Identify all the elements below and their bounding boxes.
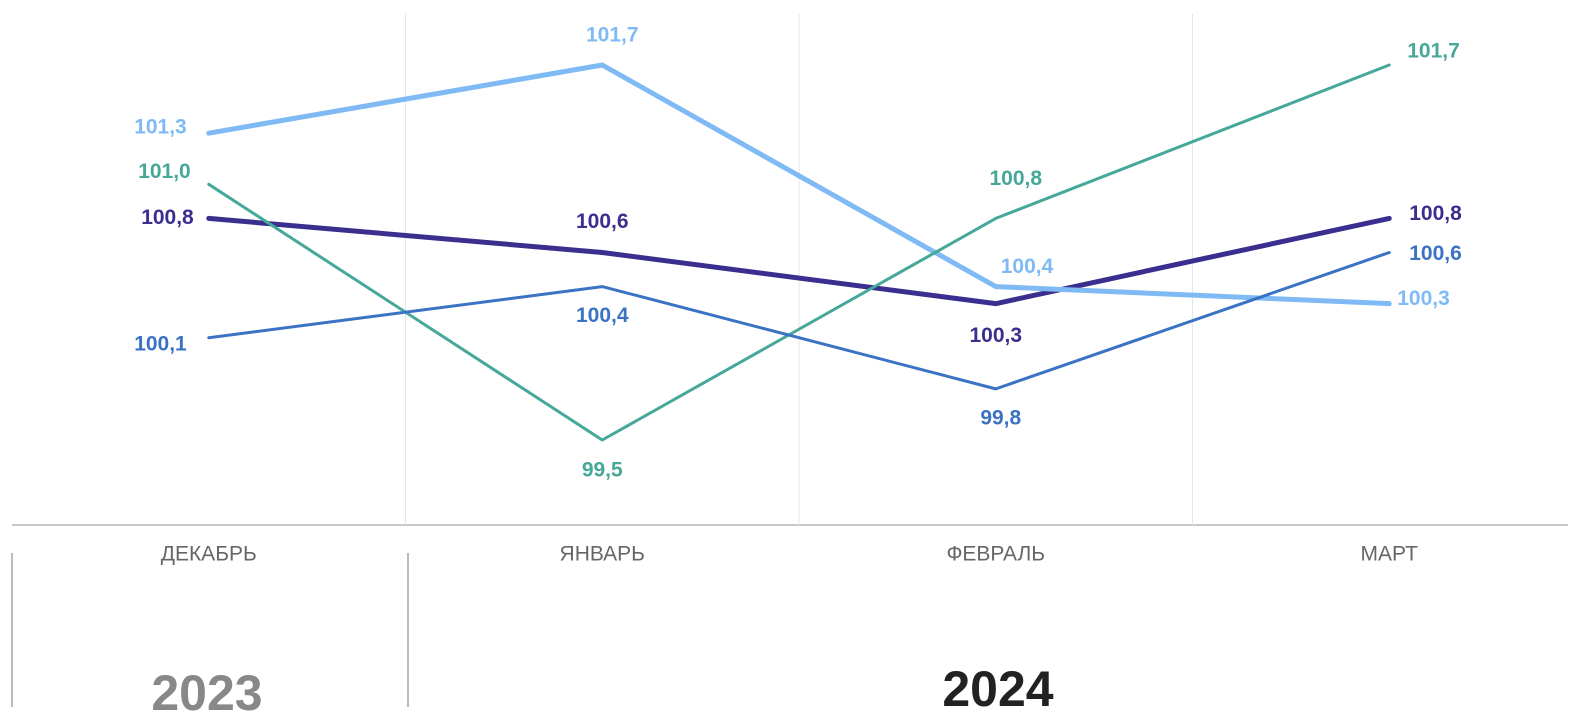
data-label: 100,4 bbox=[576, 304, 629, 327]
data-label: 99,5 bbox=[582, 459, 623, 482]
x-tick-label: ЯНВАРЬ bbox=[560, 543, 645, 566]
data-label: 101,0 bbox=[138, 160, 191, 183]
data-label: 101,7 bbox=[1407, 40, 1460, 63]
line bbox=[206, 62, 1392, 307]
data-label: 100,6 bbox=[576, 210, 629, 233]
data-label: 101,7 bbox=[586, 24, 639, 47]
data-label: 100,8 bbox=[1409, 202, 1462, 225]
line bbox=[206, 215, 1392, 307]
data-label: 100,4 bbox=[1001, 255, 1054, 278]
data-label: 100,8 bbox=[141, 206, 194, 229]
data-label: 100,8 bbox=[989, 167, 1042, 190]
data-label: 99,8 bbox=[980, 406, 1021, 429]
data-label: 100,6 bbox=[1409, 242, 1462, 265]
group-label: 2023 bbox=[151, 665, 262, 721]
x-tick-label: ДЕКАБРЬ bbox=[161, 543, 257, 566]
data-label: 100,3 bbox=[1397, 287, 1450, 310]
x-tick-label: ФЕВРАЛЬ bbox=[946, 543, 1045, 566]
x-tick-label: МАРТ bbox=[1361, 543, 1419, 566]
data-label: 101,3 bbox=[134, 116, 187, 139]
group-label: 2024 bbox=[942, 661, 1053, 717]
data-label: 100,1 bbox=[134, 332, 187, 355]
data-label: 100,3 bbox=[969, 324, 1022, 347]
line bbox=[207, 251, 1391, 391]
